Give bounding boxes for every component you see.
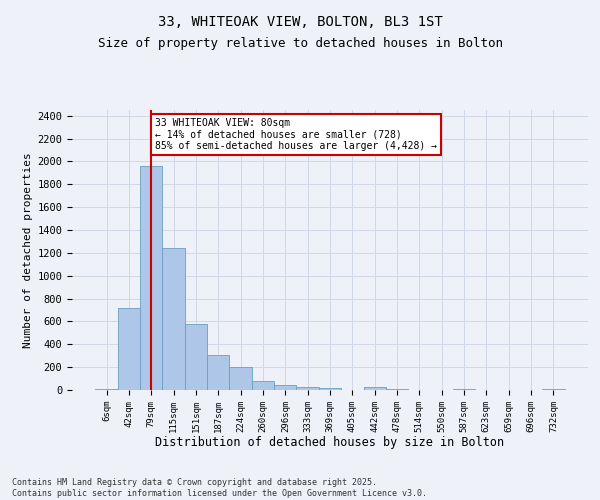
Bar [296, 386, 319, 390]
Bar [140, 166, 163, 390]
Text: Size of property relative to detached houses in Bolton: Size of property relative to detached ho… [97, 38, 503, 51]
Bar [95, 389, 118, 390]
Bar [185, 324, 207, 390]
Y-axis label: Number of detached properties: Number of detached properties [23, 152, 33, 348]
Text: 33 WHITEOAK VIEW: 80sqm
← 14% of detached houses are smaller (728)
85% of semi-d: 33 WHITEOAK VIEW: 80sqm ← 14% of detache… [155, 118, 437, 151]
Bar [252, 382, 274, 390]
Bar [229, 367, 252, 390]
Bar [163, 248, 185, 390]
X-axis label: Distribution of detached houses by size in Bolton: Distribution of detached houses by size … [155, 436, 505, 449]
Bar [207, 355, 229, 390]
Text: 33, WHITEOAK VIEW, BOLTON, BL3 1ST: 33, WHITEOAK VIEW, BOLTON, BL3 1ST [158, 15, 442, 29]
Bar [118, 308, 140, 390]
Text: Contains HM Land Registry data © Crown copyright and database right 2025.
Contai: Contains HM Land Registry data © Crown c… [12, 478, 427, 498]
Bar [364, 386, 386, 390]
Bar [319, 388, 341, 390]
Bar [274, 386, 296, 390]
